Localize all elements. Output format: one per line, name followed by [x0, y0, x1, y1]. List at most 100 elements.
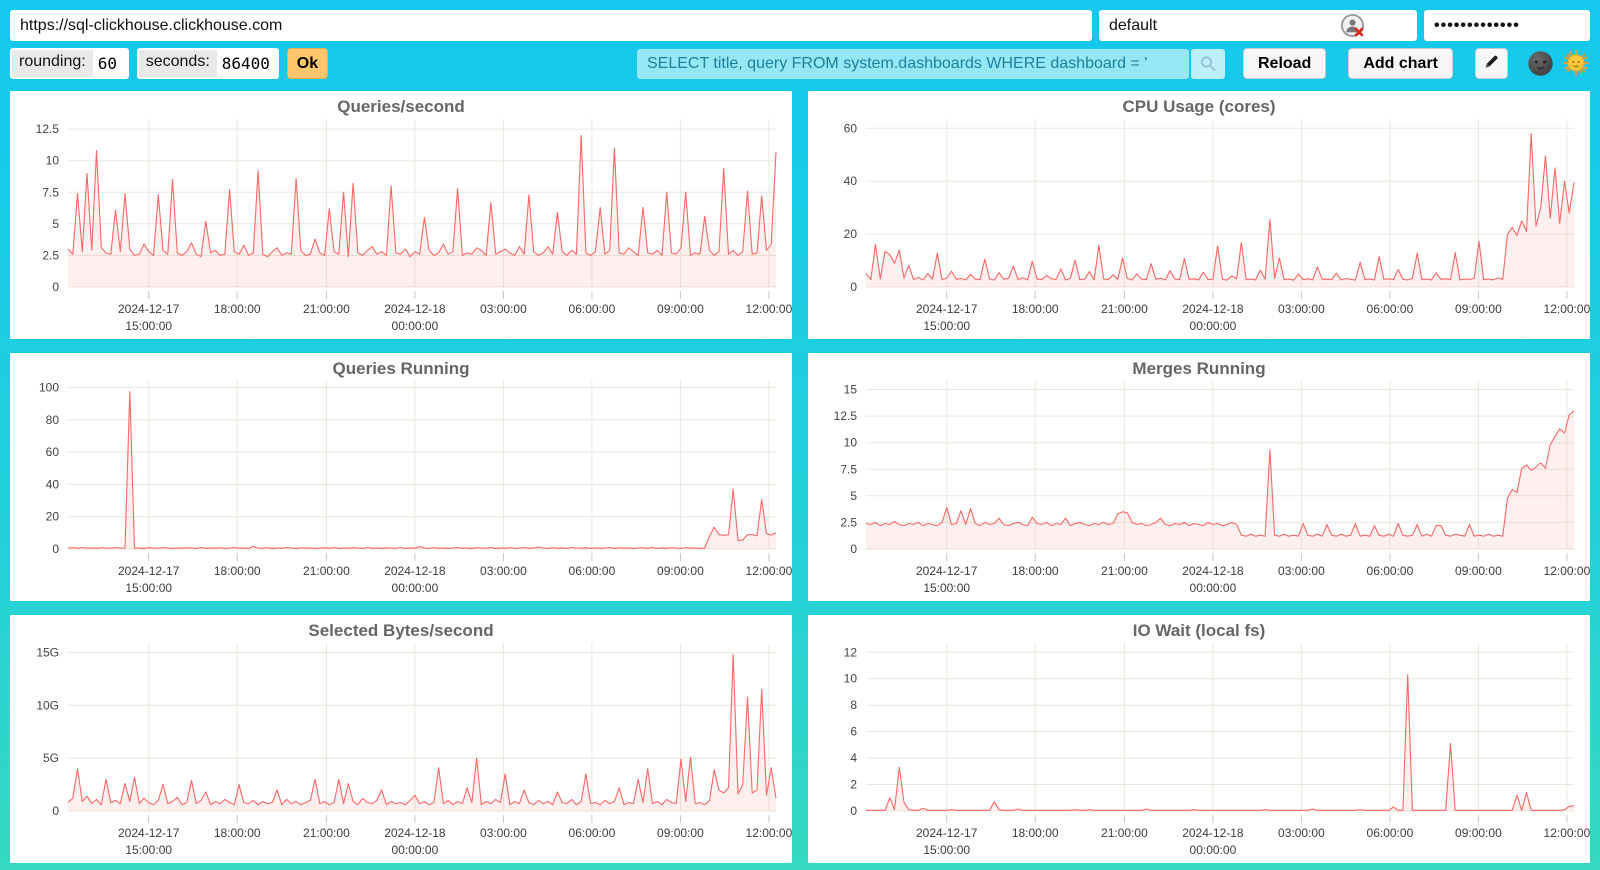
svg-text:03:00:00: 03:00:00: [1278, 826, 1325, 840]
reload-button[interactable]: Reload: [1242, 48, 1327, 79]
svg-text:15:00:00: 15:00:00: [923, 319, 970, 333]
add-chart-button[interactable]: Add chart: [1348, 48, 1453, 79]
svg-text:18:00:00: 18:00:00: [214, 564, 261, 578]
chart-card-selected-bytes: Selected Bytes/second 0 5G 10G 15G 2024-12-1…: [10, 615, 792, 863]
svg-text:2024-12-18: 2024-12-18: [384, 302, 446, 316]
dashboard-query-input[interactable]: [636, 48, 1189, 79]
svg-text:21:00:00: 21:00:00: [1101, 564, 1148, 578]
svg-text:60: 60: [844, 121, 858, 135]
run-query-button[interactable]: [1190, 48, 1225, 79]
svg-text:6: 6: [850, 725, 857, 739]
rounding-label: rounding:: [12, 50, 93, 77]
edit-button[interactable]: [1475, 48, 1508, 79]
rounding-input[interactable]: [92, 50, 127, 77]
seconds-param: seconds:: [136, 48, 279, 79]
svg-text:2024-12-17: 2024-12-17: [916, 564, 978, 578]
svg-text:20: 20: [844, 227, 858, 241]
svg-text:10: 10: [46, 154, 60, 168]
svg-text:18:00:00: 18:00:00: [214, 302, 261, 316]
theme-dark-toggle[interactable]: [1526, 50, 1554, 78]
svg-text:00:00:00: 00:00:00: [392, 581, 439, 595]
svg-text:12:00:00: 12:00:00: [1544, 564, 1590, 578]
svg-text:09:00:00: 09:00:00: [1455, 302, 1502, 316]
chart-card-merges-running: Merges Running 0 2.5 5 7.5 10 12.5 15 2024-12-1…: [808, 353, 1590, 601]
pencil-icon: [1485, 55, 1498, 67]
svg-text:06:00:00: 06:00:00: [1367, 826, 1414, 840]
svg-text:4: 4: [850, 751, 857, 765]
svg-text:2024-12-18: 2024-12-18: [1182, 564, 1244, 578]
svg-text:00:00:00: 00:00:00: [1190, 843, 1237, 857]
svg-text:7.5: 7.5: [840, 462, 857, 476]
svg-text:09:00:00: 09:00:00: [1455, 564, 1502, 578]
chart-card-queries-per-second: Queries/second 0 2.5 5 7.5 10 12.5 2024-12-17 1…: [10, 91, 792, 339]
svg-text:80: 80: [46, 413, 60, 427]
sun-with-face-icon: [1563, 49, 1589, 76]
svg-text:12:00:00: 12:00:00: [746, 826, 792, 840]
svg-text:20: 20: [46, 510, 60, 524]
svg-text:0: 0: [850, 542, 857, 556]
svg-text:09:00:00: 09:00:00: [657, 302, 704, 316]
svg-text:8: 8: [850, 698, 857, 712]
top-bar: [10, 10, 1590, 41]
chart-card-queries-running: Queries Running 0 20 40 60 80 100 2024-12-17 15…: [10, 353, 792, 601]
seconds-input[interactable]: [216, 50, 277, 77]
svg-text:40: 40: [844, 174, 858, 188]
svg-text:10: 10: [844, 672, 858, 686]
svg-text:06:00:00: 06:00:00: [569, 826, 616, 840]
svg-text:0: 0: [52, 804, 59, 818]
rounding-param: rounding:: [10, 48, 129, 79]
svg-text:2024-12-18: 2024-12-18: [1182, 302, 1244, 316]
svg-text:12:00:00: 12:00:00: [1544, 826, 1590, 840]
svg-text:5: 5: [850, 489, 857, 503]
svg-text:21:00:00: 21:00:00: [1101, 826, 1148, 840]
dashboard-query-wrap: [636, 48, 1225, 79]
controls-bar: rounding: seconds: Ok Reload Add chart: [10, 48, 1590, 79]
svg-text:09:00:00: 09:00:00: [1455, 826, 1502, 840]
svg-text:09:00:00: 09:00:00: [657, 564, 704, 578]
svg-text:2024-12-18: 2024-12-18: [384, 826, 446, 840]
svg-text:12:00:00: 12:00:00: [1544, 302, 1590, 316]
svg-text:2024-12-17: 2024-12-17: [118, 826, 180, 840]
svg-text:0: 0: [52, 280, 59, 294]
chart-plot-merges-running[interactable]: 0 2.5 5 7.5 10 12.5 15 2024-12-17 15:00:00 18:00:…: [808, 353, 1590, 601]
svg-text:03:00:00: 03:00:00: [1278, 564, 1325, 578]
chart-plot-cpu-usage[interactable]: 0 20 40 60 2024-12-17 15:00:00 18:00:00 21:00:0…: [808, 91, 1590, 339]
chart-plot-queries-running[interactable]: 0 20 40 60 80 100 2024-12-17 15:00:00 18:00:00 21…: [10, 353, 792, 601]
ok-button[interactable]: Ok: [286, 48, 329, 79]
svg-text:03:00:00: 03:00:00: [480, 826, 527, 840]
svg-text:21:00:00: 21:00:00: [303, 302, 350, 316]
svg-text:12:00:00: 12:00:00: [746, 302, 792, 316]
password-input[interactable]: [1424, 10, 1590, 41]
svg-text:100: 100: [39, 381, 59, 395]
svg-text:2024-12-18: 2024-12-18: [384, 564, 446, 578]
svg-text:12: 12: [844, 645, 858, 659]
chart-plot-io-wait[interactable]: 0 2 4 6 8 10 12 2024-12-17 15:00:00 18:00:00 21:00…: [808, 615, 1590, 863]
svg-text:2024-12-18: 2024-12-18: [1182, 826, 1244, 840]
server-url-input[interactable]: [10, 10, 1092, 41]
svg-text:15:00:00: 15:00:00: [125, 843, 172, 857]
svg-text:18:00:00: 18:00:00: [214, 826, 261, 840]
chart-plot-queries-per-second[interactable]: 0 2.5 5 7.5 10 12.5 2024-12-17 15:00:00 18:00:00…: [10, 91, 792, 339]
svg-text:2024-12-17: 2024-12-17: [118, 302, 180, 316]
svg-text:18:00:00: 18:00:00: [1012, 302, 1059, 316]
svg-text:15:00:00: 15:00:00: [125, 319, 172, 333]
theme-light-toggle[interactable]: [1562, 49, 1590, 78]
svg-text:06:00:00: 06:00:00: [569, 564, 616, 578]
svg-text:03:00:00: 03:00:00: [1278, 302, 1325, 316]
svg-text:06:00:00: 06:00:00: [1367, 564, 1414, 578]
svg-text:12:00:00: 12:00:00: [746, 564, 792, 578]
svg-text:18:00:00: 18:00:00: [1012, 826, 1059, 840]
svg-text:2.5: 2.5: [840, 515, 857, 529]
chart-plot-selected-bytes[interactable]: 0 5G 10G 15G 2024-12-17 15:00:00 18:00:00 21:00…: [10, 615, 792, 863]
svg-text:00:00:00: 00:00:00: [1190, 319, 1237, 333]
svg-text:15:00:00: 15:00:00: [923, 843, 970, 857]
chart-card-cpu-usage: CPU Usage (cores) 0 20 40 60 2024-12-17 15:00…: [808, 91, 1590, 339]
svg-text:5G: 5G: [43, 751, 59, 765]
svg-text:7.5: 7.5: [42, 185, 59, 199]
svg-text:2: 2: [850, 778, 857, 792]
svg-text:00:00:00: 00:00:00: [1190, 581, 1237, 595]
svg-text:12.5: 12.5: [834, 409, 858, 423]
user-input[interactable]: [1099, 10, 1417, 41]
svg-text:15:00:00: 15:00:00: [923, 581, 970, 595]
new-moon-face-icon: [1527, 50, 1553, 76]
